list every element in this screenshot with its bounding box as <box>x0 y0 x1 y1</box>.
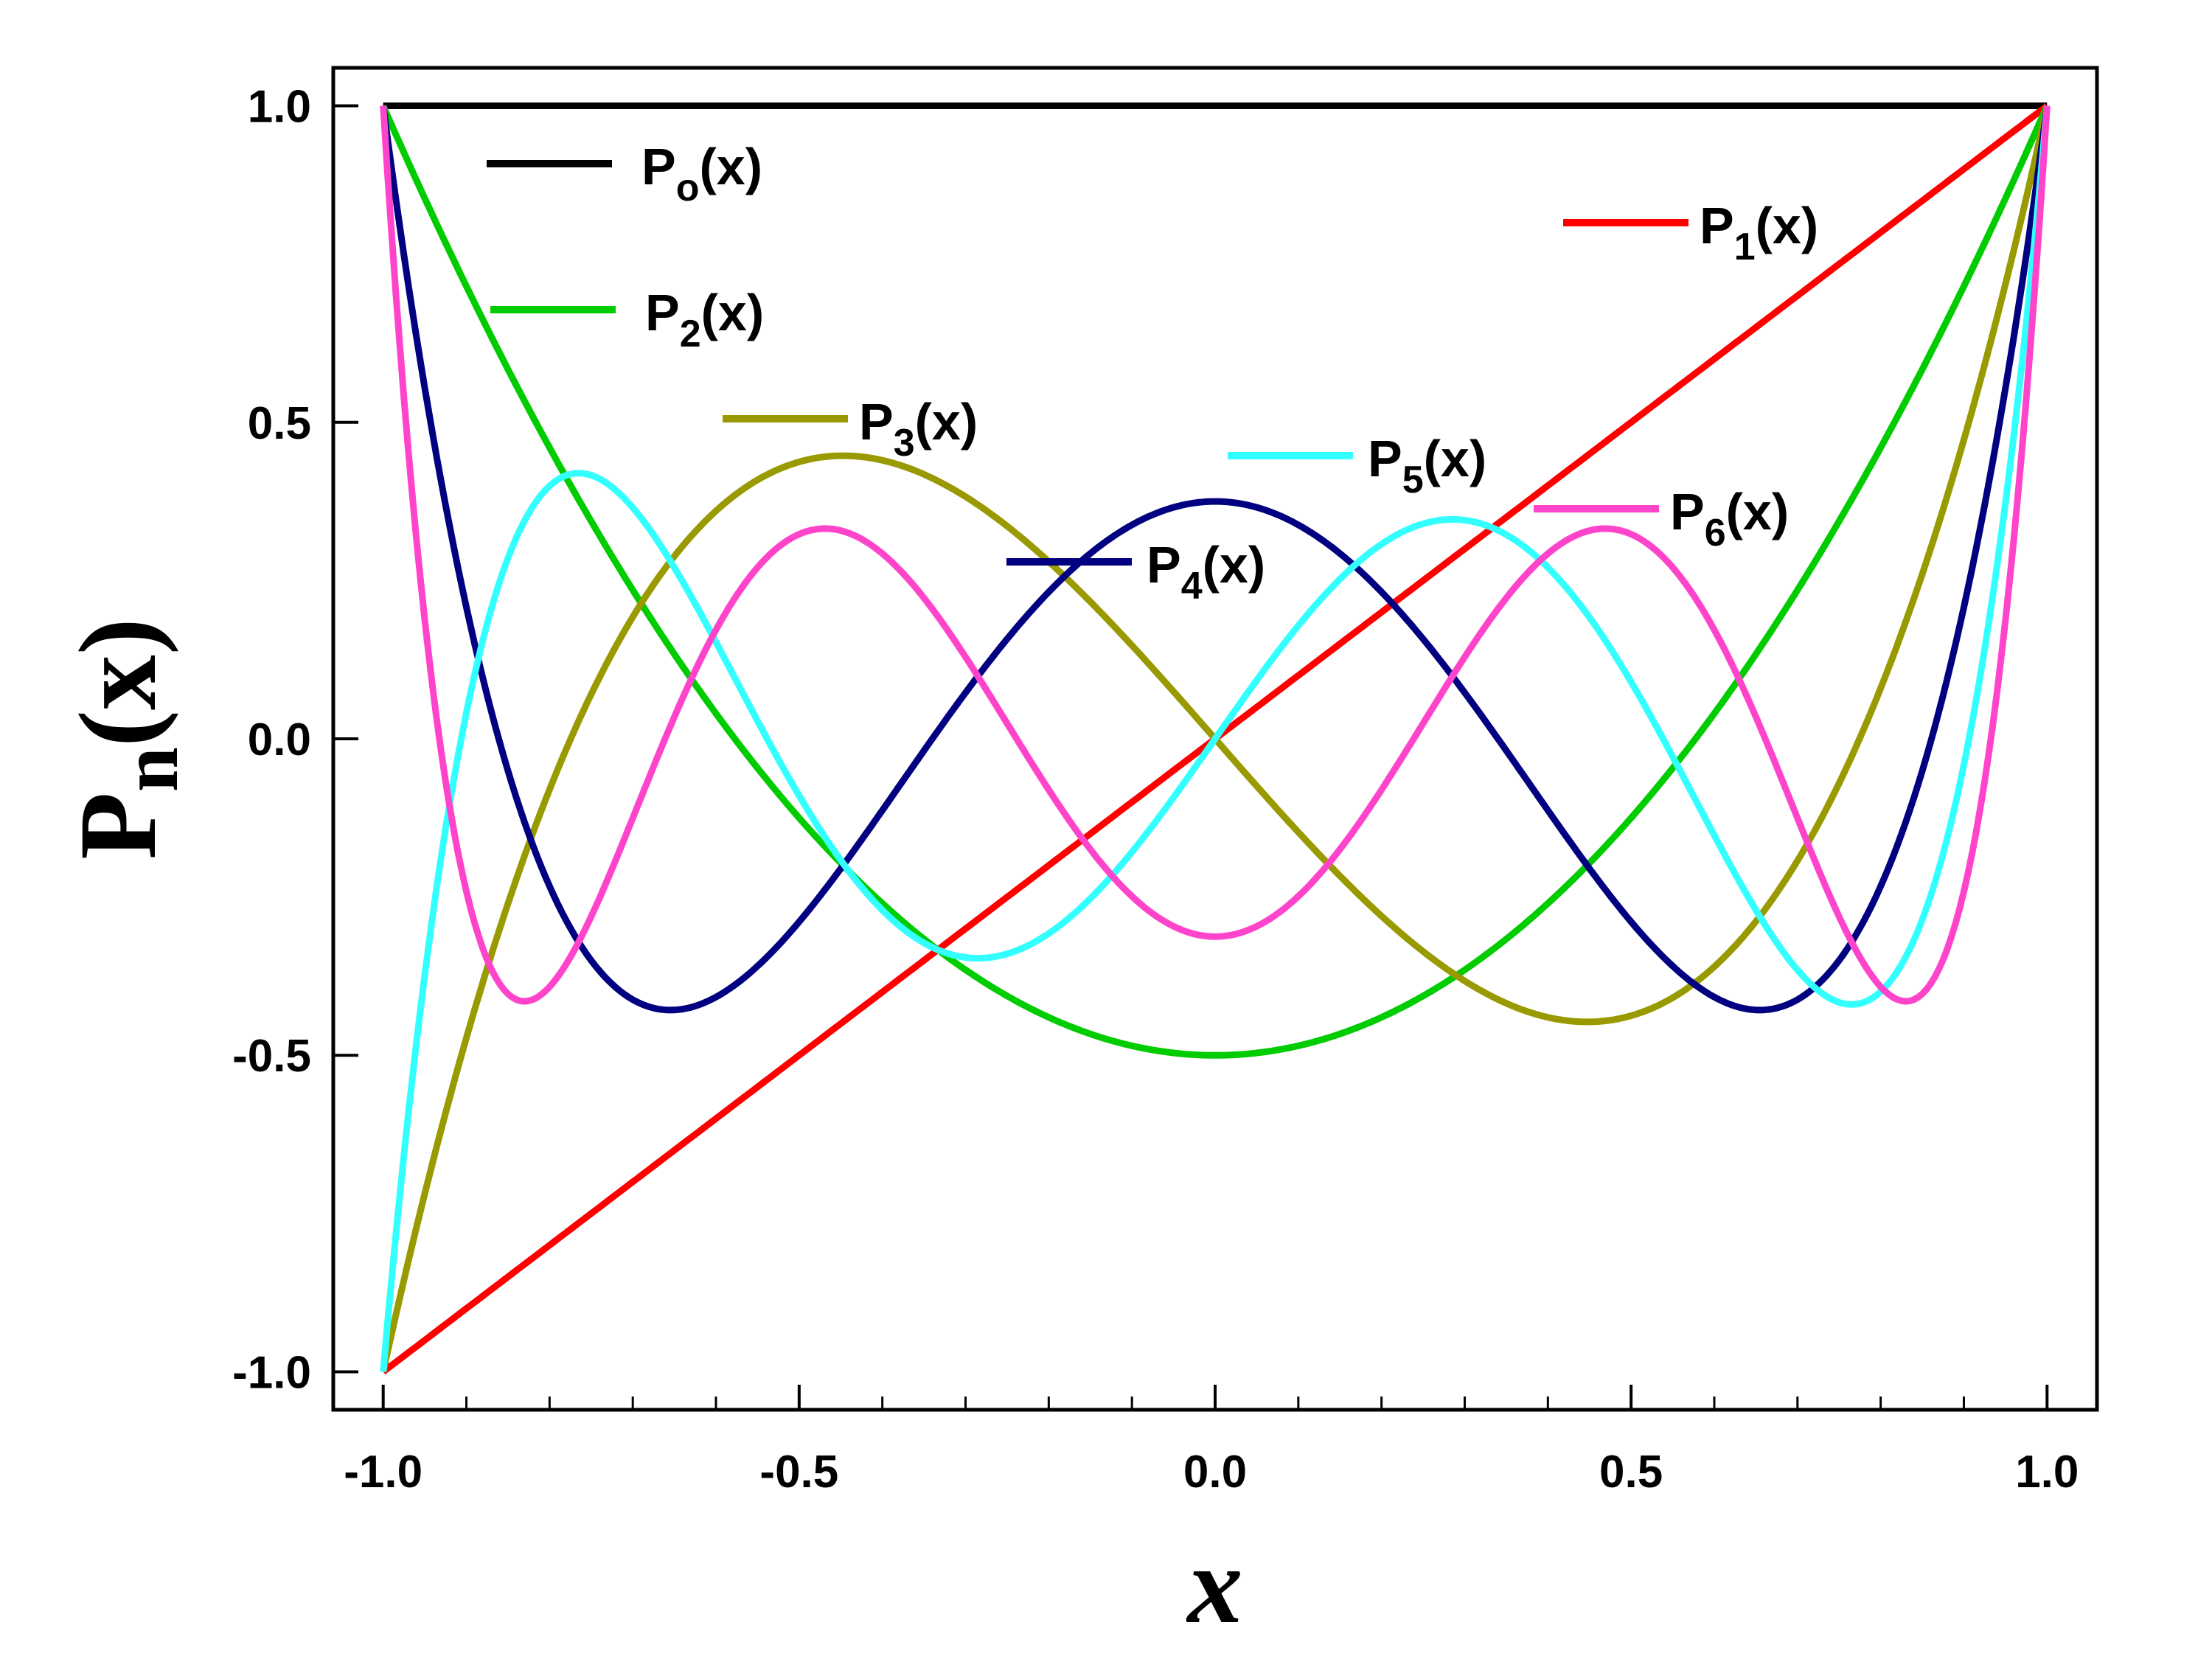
legend-label: P5(x) <box>1368 430 1486 501</box>
y-axis-title: Pn(x) <box>57 618 195 860</box>
axis-ticks: -1.0 -0.5 0.0 0.5 1.0 1.0 0.5 0.0 -0.5 -1.0 <box>232 82 2079 1498</box>
legend-entry-p5: P5(x) <box>1228 430 1486 501</box>
legend-label: P1(x) <box>1700 197 1818 268</box>
legend-entry-p4: P4(x) <box>1006 536 1265 608</box>
legend-entry-po: Po(x) <box>487 138 762 209</box>
x-tick-label: -1.0 <box>344 1447 422 1498</box>
y-tick-label: 0.5 <box>248 398 311 449</box>
legend-label: Po(x) <box>641 138 762 209</box>
x-tick-label: 0.0 <box>1183 1447 1247 1498</box>
legend-label: P6(x) <box>1670 483 1789 554</box>
series-line-p2 <box>380 104 2051 1059</box>
y-tick-label: 0.0 <box>248 714 311 765</box>
x-tick-label: 1.0 <box>2015 1447 2079 1498</box>
legend-entry-p2: P2(x) <box>490 284 764 355</box>
x-axis-title: x <box>1186 1524 1243 1646</box>
svg-text:Pn(x): Pn(x) <box>57 618 195 860</box>
x-tick-label: -0.5 <box>759 1447 838 1498</box>
series-line-p4 <box>380 105 2051 1014</box>
legend-label: P2(x) <box>645 284 764 355</box>
legend-entry-p6: P6(x) <box>1534 483 1789 554</box>
series-line-p6 <box>380 105 2051 1005</box>
y-tick-label: 1.0 <box>248 82 311 133</box>
y-tick-label: -0.5 <box>232 1031 311 1082</box>
legend-entry-p1: P1(x) <box>1563 197 1818 268</box>
x-tick-label: 0.5 <box>1599 1447 1663 1498</box>
legend-label: P4(x) <box>1147 536 1265 608</box>
series-layer <box>380 102 2051 1375</box>
legend-layer: Po(x) P1(x) P2(x) P3(x) P4(x) P5(x) P6(x) <box>487 138 1818 608</box>
legend-label: P3(x) <box>859 393 978 465</box>
legend-entry-p3: P3(x) <box>723 393 978 465</box>
series-line-p5 <box>380 105 2051 1372</box>
y-tick-label: -1.0 <box>232 1347 311 1398</box>
